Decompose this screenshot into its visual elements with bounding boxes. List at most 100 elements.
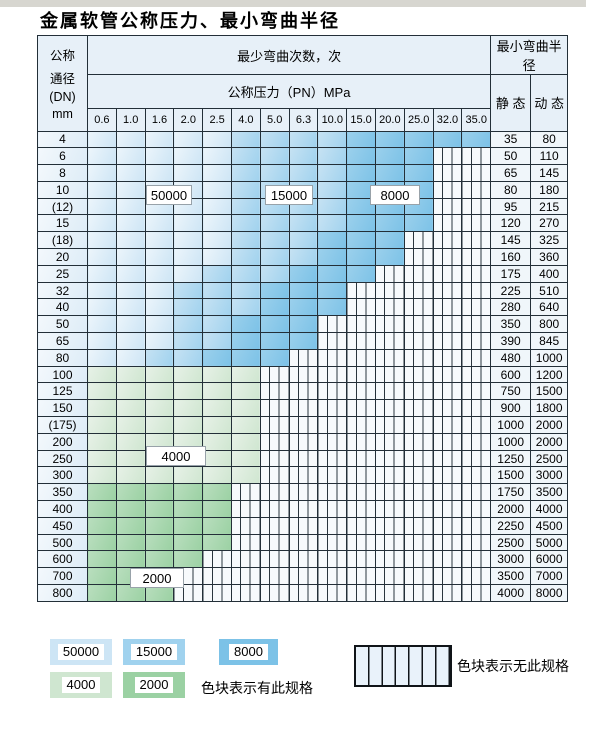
spec-cell [230,231,261,250]
spec-cell [346,382,376,401]
spec-cell [403,432,434,451]
spec-cell [173,584,204,602]
spec-cell [115,550,146,569]
table-row: 250 1250 2500 [37,449,569,468]
spec-cell [173,214,204,233]
static-value-cell: 750 [490,382,532,401]
static-value-cell: 35 [490,130,532,149]
spec-cell [115,298,146,317]
spec-cell [374,130,405,149]
spec-cell [173,550,204,569]
spec-cell [288,264,319,283]
static-value-cell: 3500 [490,567,532,586]
spec-cell [259,315,290,334]
spec-cell [87,248,117,266]
legend-swatch: 2000 [123,672,185,698]
spec-cell [346,248,376,266]
dynamic-value-cell: 325 [530,231,569,250]
spec-cell [87,332,117,350]
spec-cell [317,248,348,266]
spec-cell [374,248,405,266]
spec-cell [230,214,261,233]
spec-cell [374,449,405,468]
spec-cell [230,248,261,266]
spec-cell [317,130,348,149]
static-value-cell: 4000 [490,584,532,602]
spec-cell [115,180,146,199]
spec-cell [230,164,261,182]
spec-cell [432,533,463,552]
spec-cell [115,382,146,401]
dn-cell: (12) [37,197,88,216]
spec-cell [230,348,261,367]
static-value-cell: 80 [490,180,532,199]
static-header: 静 态 [490,74,532,132]
spec-cell [461,248,492,266]
dn-cell: 150 [37,399,88,418]
spec-cell [403,399,434,418]
table-row: 200 1000 2000 [37,432,569,451]
spec-cell [374,214,405,233]
pressure-tick: 32.0 [432,107,463,132]
spec-cell [374,416,405,434]
table-row: 50 350 800 [37,315,569,334]
spec-cell [432,248,463,266]
spec-cell [115,584,146,602]
spec-cell [346,584,376,602]
static-value-cell: 390 [490,332,532,350]
dynamic-value-cell: 215 [530,197,569,216]
table-row: 20 160 360 [37,248,569,266]
spec-cell [144,231,175,250]
spec-cell [403,567,434,586]
spec-cell [230,584,261,602]
spec-cell [288,550,319,569]
dynamic-value-cell: 180 [530,180,569,199]
dynamic-header: 动 态 [530,74,569,132]
dn-cell: 700 [37,567,88,586]
dn-header-line: (DN) [49,89,76,104]
static-value-cell: 2500 [490,533,532,552]
dynamic-value-cell: 1800 [530,399,569,418]
dynamic-value-cell: 845 [530,332,569,350]
spec-cell [173,298,204,317]
spec-cell [432,432,463,451]
spec-cell [230,399,261,418]
legend-note-available: 色块表示有此规格 [201,680,313,696]
spec-cell [87,416,117,434]
dn-header-cell: 公称 通径 (DN) mm [37,35,88,132]
spec-cell [317,281,348,300]
spec-cell [288,248,319,266]
spec-cell [87,214,117,233]
dynamic-value-cell: 270 [530,214,569,233]
dn-cell: 8 [37,164,88,182]
spec-cell [87,449,117,468]
spec-cell [87,483,117,502]
spec-cell [230,298,261,317]
spec-cell [461,466,492,485]
spec-cell [317,550,348,569]
spec-cell [374,399,405,418]
table-row: 8 65 145 [37,164,569,182]
spec-cell [461,567,492,586]
spec-cell [461,348,492,367]
spec-cell [374,348,405,367]
spec-cell [288,332,319,350]
spec-cell [230,516,261,535]
static-value-cell: 280 [490,298,532,317]
spec-cell [374,365,405,384]
spec-cell [144,382,175,401]
table-row: 125 750 1500 [37,382,569,401]
spec-cell [374,281,405,300]
spec-cell [144,516,175,535]
spec-cell [173,500,204,518]
spec-cell [461,365,492,384]
spec-cell [461,399,492,418]
legend-swatch: 4000 [50,672,112,698]
legend-swatch: 15000 [123,639,185,665]
spec-cell [403,315,434,334]
spec-cell [288,164,319,182]
spec-cell [115,348,146,367]
spec-cell [288,214,319,233]
spec-cell [115,214,146,233]
dn-cell: 50 [37,315,88,334]
